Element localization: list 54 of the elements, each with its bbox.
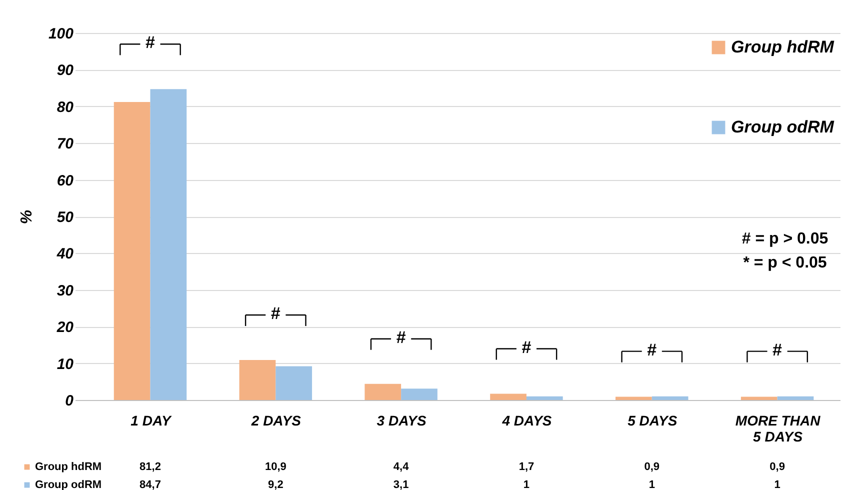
y-tick-label: 60 <box>56 172 74 190</box>
bar <box>740 396 778 400</box>
x-tick-label: 3 DAYS <box>376 412 427 428</box>
y-tick-label: 100 <box>48 26 74 42</box>
text: Group odRM <box>35 479 102 490</box>
annotation: * = p < 0.05 <box>743 254 827 272</box>
bar <box>276 366 312 400</box>
text: Group hdRM <box>35 461 102 473</box>
x-tick-label: 2 DAYS <box>250 412 302 428</box>
y-tick-label: 50 <box>56 209 74 226</box>
data-label: 1 <box>774 479 780 490</box>
data-label: 1 <box>523 479 530 490</box>
bar <box>652 396 688 400</box>
bar <box>401 388 438 400</box>
legend-label: Group odRM <box>731 118 835 136</box>
data-label: 1 <box>648 479 655 490</box>
data-label: 10,9 <box>264 461 286 473</box>
y-tick-label: 90 <box>56 62 74 80</box>
bar <box>490 394 526 400</box>
y-tick-label: 80 <box>56 98 74 116</box>
y-tick-label: 70 <box>56 136 74 153</box>
x-tick-label: 5 DAYS <box>628 412 678 428</box>
y-axis-title: % <box>18 210 36 224</box>
annotation: # <box>396 328 406 347</box>
annotation: # <box>647 340 658 360</box>
x-tick-label: 4 DAYS <box>501 412 552 428</box>
y-tick-label: 0 <box>65 392 74 410</box>
data-label: 84,7 <box>140 479 161 490</box>
annotation: # <box>146 33 156 52</box>
x-tick-label: 1 DAY <box>130 412 172 428</box>
data-label: 1,7 <box>518 461 534 473</box>
annotation: # <box>270 304 281 323</box>
data-label: 9,2 <box>268 479 284 490</box>
bar <box>777 396 814 400</box>
data-label: 4,4 <box>393 461 410 473</box>
bar <box>150 89 187 400</box>
bar <box>364 384 402 400</box>
legend-label: Group hdRM <box>731 38 835 56</box>
data-label: 3,1 <box>393 479 409 490</box>
x-tick-label: MORE THAN 5 DAYS <box>735 412 822 444</box>
y-tick-label: 20 <box>56 319 74 336</box>
y-tick-label: 30 <box>56 282 74 300</box>
bar <box>526 396 563 400</box>
annotation: # <box>772 340 783 360</box>
y-tick-label: 40 <box>56 246 74 263</box>
bar <box>239 360 276 400</box>
annotation: # <box>522 338 532 357</box>
bar <box>616 396 652 400</box>
annotation: # = p > 0.05 <box>742 230 828 248</box>
y-tick-label: 10 <box>56 356 74 373</box>
data-label: 0,9 <box>644 461 660 473</box>
data-label: 0,9 <box>770 461 785 473</box>
bar <box>114 102 150 400</box>
data-label: 81,2 <box>140 461 161 473</box>
